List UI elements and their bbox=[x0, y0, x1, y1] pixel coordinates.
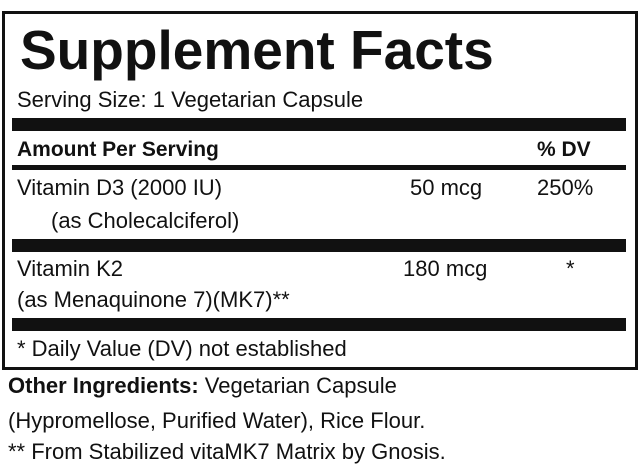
nutrient-amount: 180 mcg bbox=[403, 256, 488, 281]
footnote: * Daily Value (DV) not established bbox=[17, 336, 347, 361]
other-ingredients-line2: (Hypromellose, Purified Water), Rice Flo… bbox=[8, 408, 426, 433]
dv-header: % DV bbox=[537, 138, 591, 161]
divider-thick bbox=[12, 318, 626, 331]
other-ingredients-label: Other Ingredients: bbox=[8, 373, 199, 398]
other-ingredients: Other Ingredients: Vegetarian Capsule bbox=[8, 373, 397, 399]
nutrient-dv: * bbox=[566, 256, 575, 281]
supplement-facts-panel bbox=[2, 11, 638, 370]
nutrient-dv: 250% bbox=[537, 175, 594, 200]
other-ingredients-text: Vegetarian Capsule bbox=[198, 373, 397, 398]
panel-title: Supplement Facts bbox=[20, 19, 494, 81]
amount-per-serving-header: Amount Per Serving bbox=[17, 138, 219, 161]
divider-thick bbox=[12, 118, 626, 131]
divider-thin bbox=[12, 165, 626, 170]
nutrient-name: Vitamin D3 (2000 IU) bbox=[17, 175, 223, 200]
nutrient-amount: 50 mcg bbox=[410, 175, 483, 200]
nutrient-detail: (as Menaquinone 7)(MK7)** bbox=[17, 287, 290, 312]
divider-thick bbox=[12, 239, 626, 252]
serving-size: Serving Size: 1 Vegetarian Capsule bbox=[17, 87, 364, 112]
source-note: ** From Stabilized vitaMK7 Matrix by Gno… bbox=[8, 439, 446, 464]
nutrient-name: Vitamin K2 bbox=[17, 256, 123, 281]
nutrient-detail: (as Cholecalciferol) bbox=[51, 208, 240, 233]
